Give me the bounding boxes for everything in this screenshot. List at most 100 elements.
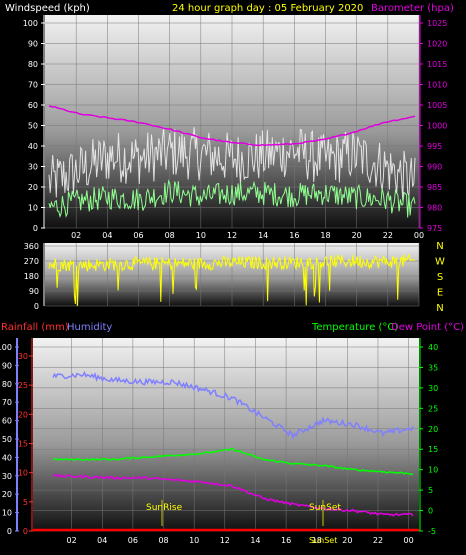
top-right-tick-label: 990 (427, 163, 442, 172)
temp-tick-label: 10 (428, 466, 438, 475)
sunset-label: SunSet (309, 503, 341, 513)
top-left-tick-label: 50 (28, 122, 38, 131)
compass-letter: W (435, 257, 445, 268)
barometer-line (48, 105, 416, 147)
temp-tick-label: 5 (428, 486, 433, 495)
barometer-axis-label: Barometer (hpa) (371, 3, 454, 14)
top-x-tick-label: 12 (227, 231, 237, 240)
dir-tick-label: 270 (24, 257, 39, 266)
compass-letter: E (437, 288, 443, 299)
bottom-x-tick-label: 18 (312, 536, 322, 545)
humidity-axis-label: Humidity (67, 322, 112, 333)
temp-tick-label: 40 (428, 343, 438, 352)
rain-tick-label: 25 (18, 381, 28, 390)
top-x-tick-label: 04 (102, 231, 112, 240)
temp-tick-label: 20 (428, 425, 438, 434)
top-left-tick-label: 60 (28, 101, 38, 110)
rain-tick-label: 20 (18, 410, 28, 419)
bottom-plot-area (33, 338, 419, 531)
temp-tick-label: 25 (428, 404, 438, 413)
humidity-tick-label: 60 (2, 417, 12, 426)
top-left-tick-label: 20 (28, 183, 38, 192)
humidity-line (52, 370, 414, 441)
top-x-tick-label: 10 (196, 231, 206, 240)
humidity-tick-label: 10 (2, 509, 12, 518)
solar-noon-label: SunSet (309, 536, 337, 545)
average-wind-line (48, 179, 416, 219)
temp-tick-label: 35 (428, 363, 438, 372)
top-left-tick-label: 0 (33, 224, 38, 233)
top-x-tick-label: 00 (414, 231, 424, 240)
humidity-tick-label: 80 (2, 380, 12, 389)
temperature-line (52, 447, 414, 476)
top-right-tick-label: 1025 (427, 19, 447, 28)
bottom-x-tick-label: 16 (281, 536, 291, 545)
rain-tick-label: 0 (23, 527, 28, 536)
top-right-tick-label: 980 (427, 204, 442, 213)
humidity-tick-label: 50 (2, 435, 12, 444)
rainfall-axis-label: Rainfall (mm) (1, 322, 69, 333)
top-x-tick-label: 02 (71, 231, 81, 240)
bottom-x-tick-label: 20 (342, 536, 352, 545)
bottom-x-tick-label: 04 (97, 536, 107, 545)
chart-title: 24 hour graph day : 05 February 2020 (172, 3, 363, 14)
sunrise-label: SunRise (146, 503, 183, 513)
temp-tick-label: 15 (428, 445, 438, 454)
dir-tick-label: 0 (34, 302, 39, 311)
bottom-x-tick-label: 12 (220, 536, 230, 545)
humidity-tick-label: 0 (7, 527, 12, 536)
humidity-tick-label: 30 (2, 472, 12, 481)
top-x-tick-label: 20 (352, 231, 362, 240)
rain-tick-label: 10 (18, 469, 28, 478)
top-x-tick-label: 08 (165, 231, 175, 240)
wind-direction-line (48, 253, 416, 306)
bottom-x-tick-label: 14 (250, 536, 260, 545)
top-x-tick-label: 06 (133, 231, 143, 240)
rain-tick-label: 30 (18, 352, 28, 361)
top-right-tick-label: 985 (427, 183, 442, 192)
temperature-axis-label: Temperature (°C) (311, 322, 398, 333)
dewpoint-line (52, 473, 414, 517)
top-left-tick-label: 70 (28, 81, 38, 90)
dir-tick-label: 360 (24, 242, 39, 251)
compass-letter: N (436, 303, 443, 314)
temp-tick-label: 30 (428, 384, 438, 393)
temp-tick-label: 0 (428, 507, 433, 516)
temp-tick-label: -5 (428, 527, 436, 536)
rain-tick-label: 5 (23, 498, 28, 507)
humidity-tick-label: 40 (2, 453, 12, 462)
dir-tick-label: 90 (29, 287, 39, 296)
top-x-tick-label: 22 (383, 231, 393, 240)
top-left-tick-label: 30 (28, 163, 38, 172)
dewpoint-axis-label: Dew Point (°C) (391, 322, 464, 333)
dir-tick-label: 180 (24, 272, 39, 281)
compass-letter: S (437, 272, 443, 283)
top-right-tick-label: 1020 (427, 40, 447, 49)
humidity-tick-label: 20 (2, 490, 12, 499)
bottom-x-tick-label: 02 (67, 536, 77, 545)
bottom-x-tick-label: 10 (189, 536, 199, 545)
top-left-tick-label: 90 (28, 40, 38, 49)
top-x-tick-label: 16 (289, 231, 299, 240)
bottom-x-tick-label: 00 (404, 536, 414, 545)
top-x-tick-label: 14 (258, 231, 268, 240)
top-left-tick-label: 40 (28, 142, 38, 151)
compass-letter: N (436, 241, 443, 252)
bottom-x-tick-label: 22 (373, 536, 383, 545)
windspeed-axis-label: Windspeed (kph) (5, 3, 90, 14)
top-right-tick-label: 1010 (427, 81, 447, 90)
top-right-tick-label: 975 (427, 224, 442, 233)
bottom-x-tick-label: 06 (128, 536, 138, 545)
humidity-tick-label: 100 (0, 343, 12, 352)
top-right-tick-label: 1005 (427, 101, 447, 110)
rain-tick-label: 15 (18, 440, 28, 449)
top-left-tick-label: 80 (28, 60, 38, 69)
bottom-x-tick-label: 08 (158, 536, 168, 545)
top-x-tick-label: 18 (320, 231, 330, 240)
top-right-tick-label: 1000 (427, 122, 447, 131)
humidity-tick-label: 70 (2, 398, 12, 407)
top-right-tick-label: 1015 (427, 60, 447, 69)
